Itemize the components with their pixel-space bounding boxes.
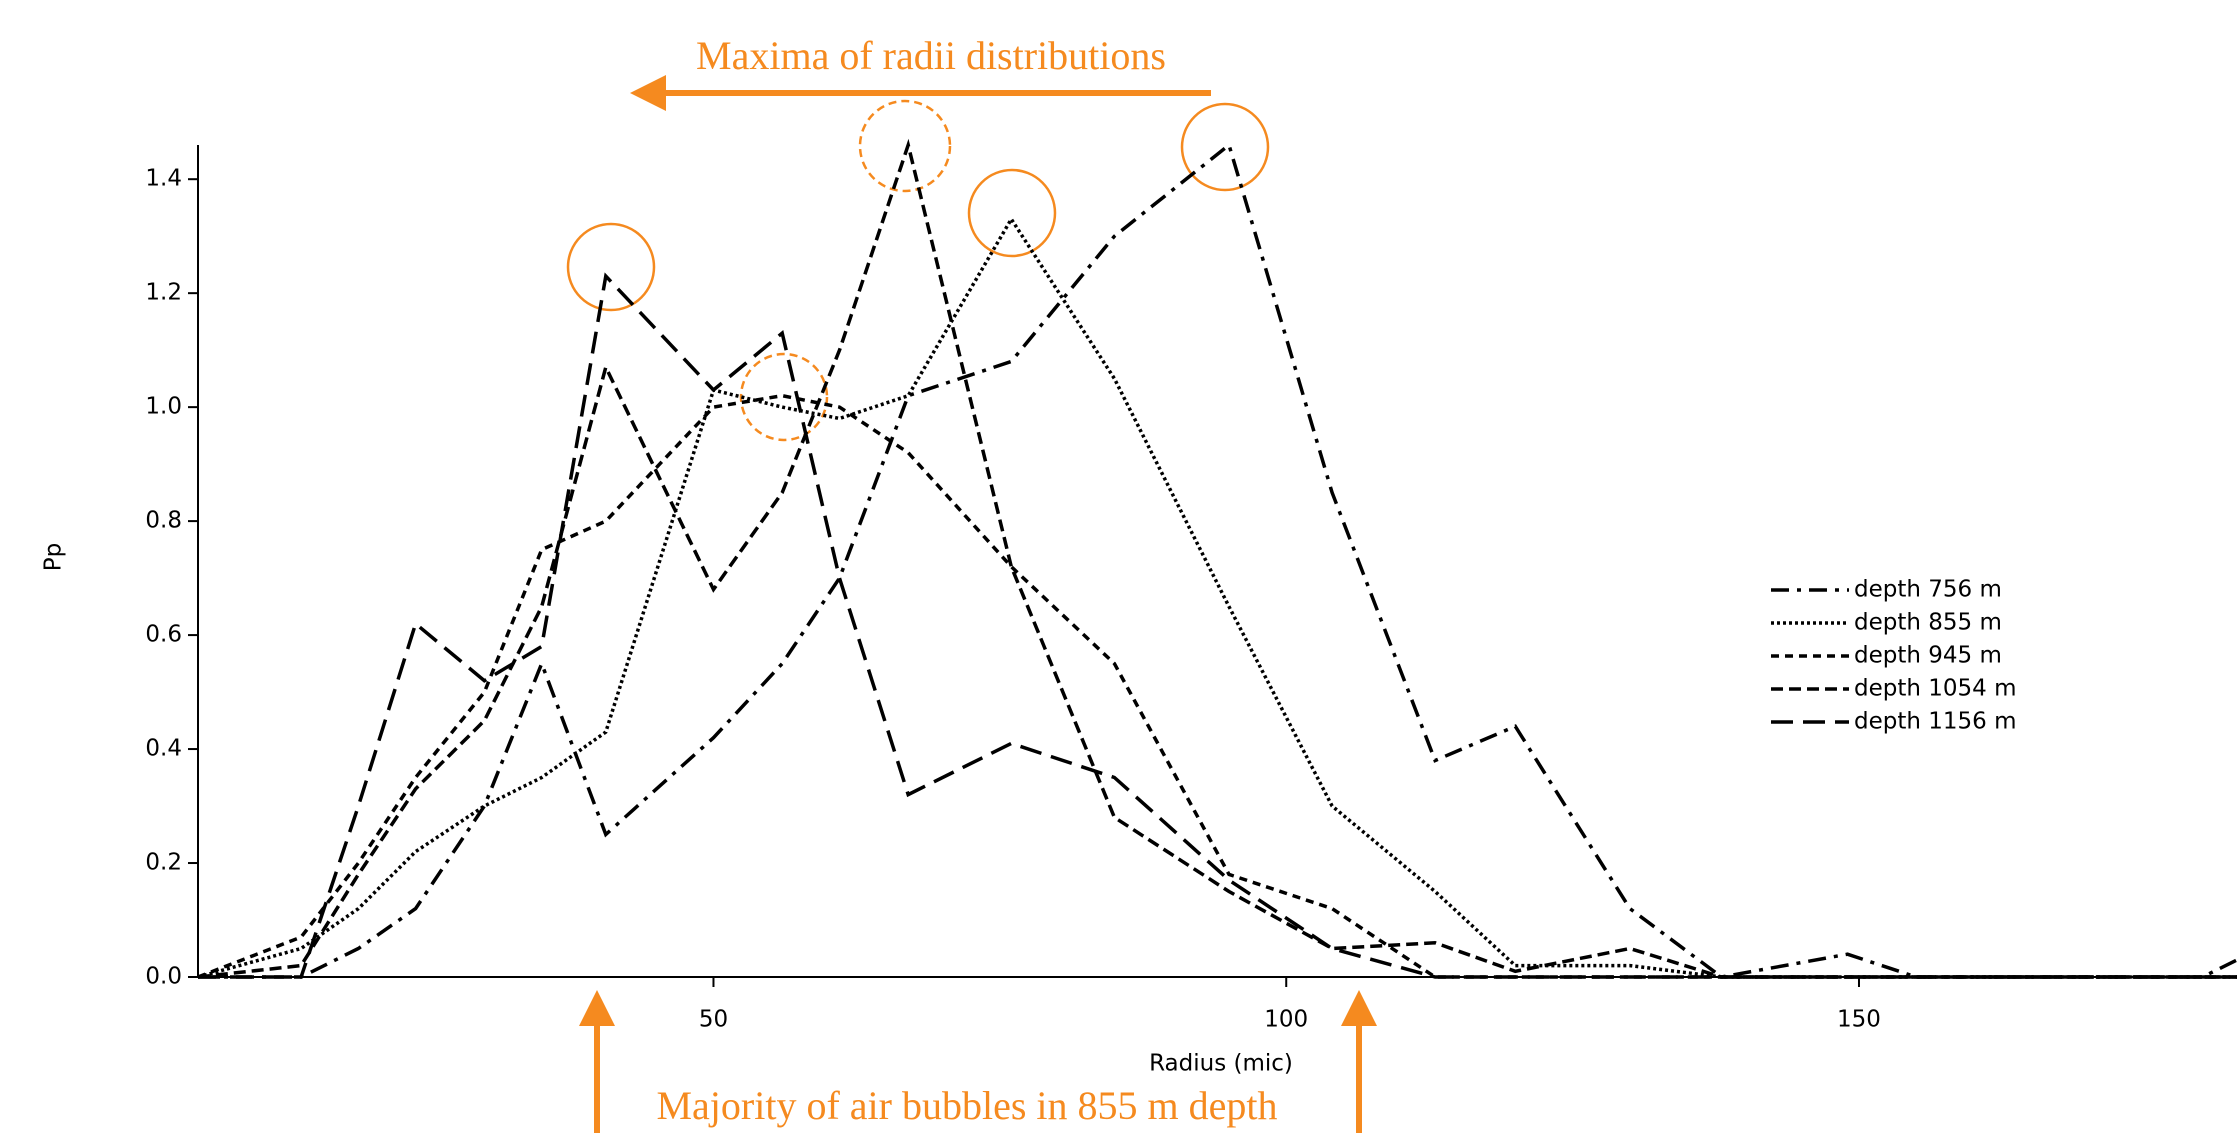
y-tick-label: 1.0 bbox=[145, 394, 182, 420]
legend-label: depth 1054 m bbox=[1854, 676, 2017, 702]
y-tick-label: 0.2 bbox=[145, 850, 182, 876]
highlight-circle bbox=[1180, 102, 1270, 192]
legend-label: depth 756 m bbox=[1854, 577, 2002, 603]
series-line bbox=[198, 142, 2238, 979]
x-tick-label: 50 bbox=[699, 1007, 728, 1033]
y-axis-label: Pp bbox=[41, 543, 67, 571]
legend-label: depth 945 m bbox=[1854, 643, 2002, 669]
legend-label: depth 855 m bbox=[1854, 610, 2002, 636]
highlight-circle bbox=[858, 99, 952, 193]
y-tick-label: 1.4 bbox=[145, 166, 182, 192]
y-tick-label: 0.6 bbox=[145, 622, 182, 648]
legend-label: depth 1156 m bbox=[1854, 709, 2017, 735]
y-tick-label: 1.2 bbox=[145, 280, 182, 306]
x-tick-label: 100 bbox=[1264, 1007, 1308, 1033]
y-tick-label: 0.8 bbox=[145, 508, 182, 534]
annotation: Maxima of radii distributions bbox=[696, 33, 1166, 78]
highlight-circle bbox=[967, 168, 1057, 258]
x-axis-label: Radius (mic) bbox=[1149, 1051, 1293, 1077]
highlight-circle bbox=[566, 222, 656, 312]
y-tick-label: 0.4 bbox=[145, 736, 182, 762]
highlight-circle bbox=[739, 352, 829, 442]
x-tick-label: 150 bbox=[1837, 1007, 1881, 1033]
annotation: Majority of air bubbles in 855 m depth bbox=[656, 1083, 1277, 1128]
y-tick-label: 0.0 bbox=[145, 964, 182, 990]
series-line bbox=[198, 272, 2237, 979]
